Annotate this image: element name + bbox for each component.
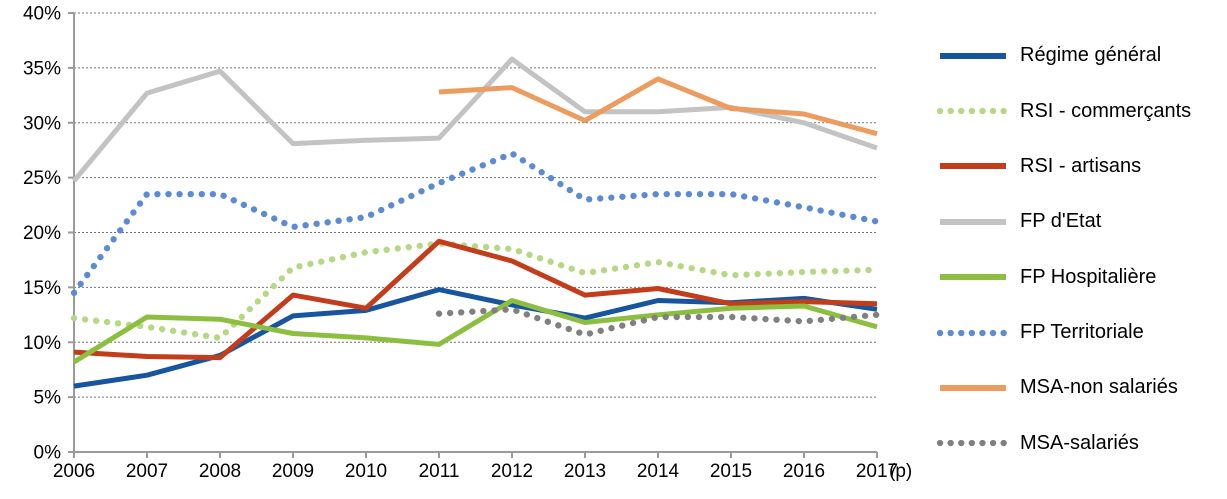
legend-label: FP d'Etat [1020, 210, 1102, 233]
y-tick-label: 15% [23, 278, 61, 299]
legend-item-regime-general: Régime général [936, 44, 1227, 67]
series-line-rsi-artisans [73, 238, 878, 361]
x-tick-label: 2009 [272, 461, 314, 482]
x-tick-label: 2016 [783, 461, 825, 482]
series-line-rsi-commercants [70, 240, 881, 342]
legend-swatch-solid [940, 163, 1006, 170]
y-tick-label: 40% [23, 4, 61, 25]
x-axis-suffix-label: (p) [889, 461, 912, 482]
x-tick-label: 2010 [345, 461, 387, 482]
legend-label: MSA-salariés [1020, 431, 1139, 454]
x-tick-label: 2011 [419, 461, 460, 482]
legend-label: Régime général [1020, 44, 1162, 67]
x-tick-label: 2012 [491, 461, 533, 482]
legend-item-msa-salaries: MSA-salariés [936, 432, 1227, 455]
x-tick-label: 2006 [53, 461, 95, 482]
series-line-fp-hospitaliere [72, 298, 878, 365]
legend-label: MSA-non salariés [1020, 376, 1178, 399]
y-tick-label: 30% [23, 113, 61, 134]
legend-item-rsi-artisans: RSI - artisans [936, 155, 1227, 178]
legend-item-fp-hospitaliere: FP Hospitalière [936, 266, 1227, 289]
legend-swatch-solid [940, 218, 1006, 225]
legend-item-msa-non-salaries: MSA-non salariés [936, 376, 1227, 399]
legend: Régime général RSI - commerçants RSI - art… [936, 28, 1227, 471]
legend-swatch-dotted [936, 440, 1010, 447]
series-line-fp-territoriale [70, 150, 881, 297]
x-tick-label: 2007 [126, 461, 168, 482]
legend-label: FP Territoriale [1020, 321, 1144, 344]
x-tick-label: 2015 [710, 461, 752, 482]
plot-area: 0% 5% 10% 15% 20% 25% 30% 35% 40% 2006 2007 2008 200… [23, 4, 912, 483]
x-tick-label: 2014 [637, 461, 680, 482]
legend-label: RSI - commerçants [1020, 99, 1192, 122]
legend-item-fp-d-etat: FP d'Etat [936, 210, 1227, 233]
y-tick-label: 10% [23, 333, 61, 354]
y-tick-label: 25% [23, 168, 61, 189]
x-tick-label: 2017 [856, 461, 898, 482]
y-tick-label: 0% [34, 443, 62, 464]
x-tick-label: 2008 [199, 461, 241, 482]
legend-swatch-dotted [936, 107, 1010, 115]
legend-label: FP Hospitalière [1020, 265, 1157, 288]
legend-swatch-solid [940, 384, 1006, 391]
legend-label: RSI - artisans [1020, 154, 1142, 177]
x-tick-label: 2013 [564, 461, 606, 482]
legend-swatch-solid [940, 52, 1006, 59]
legend-item-rsi-commercants: RSI - commerçants [936, 100, 1227, 123]
legend-swatch-dotted [936, 329, 1010, 336]
y-tick-label: 20% [23, 223, 61, 244]
y-tick-label: 35% [23, 58, 61, 79]
y-tick-label: 5% [34, 388, 62, 409]
legend-item-fp-territoriale: FP Territoriale [936, 321, 1227, 344]
series-line-msa-non-salaries [438, 76, 878, 137]
legend-swatch-solid [940, 274, 1006, 281]
series-line-fp-d-etat [72, 56, 878, 183]
